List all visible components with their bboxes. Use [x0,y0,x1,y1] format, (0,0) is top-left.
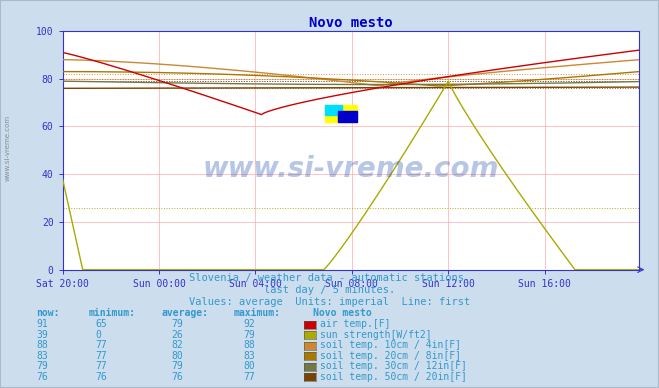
Text: now:: now: [36,308,60,318]
Text: 79: 79 [171,319,183,329]
Text: 76: 76 [171,372,183,382]
Text: 77: 77 [96,340,107,350]
Text: 80: 80 [244,361,256,371]
Text: 88: 88 [36,340,48,350]
Text: 26: 26 [171,330,183,340]
Text: 77: 77 [96,361,107,371]
Title: Novo mesto: Novo mesto [309,16,393,30]
Text: 88: 88 [244,340,256,350]
Text: soil temp. 30cm / 12in[F]: soil temp. 30cm / 12in[F] [320,361,467,371]
Text: www.si-vreme.com: www.si-vreme.com [5,114,11,180]
Text: 92: 92 [244,319,256,329]
Text: 76: 76 [36,372,48,382]
Text: www.si-vreme.com: www.si-vreme.com [203,156,499,184]
Text: 76: 76 [96,372,107,382]
Bar [325,105,357,122]
Text: Novo mesto: Novo mesto [313,308,372,318]
Text: air temp.[F]: air temp.[F] [320,319,390,329]
Text: 83: 83 [244,351,256,361]
Text: 83: 83 [36,351,48,361]
Text: 65: 65 [96,319,107,329]
Text: minimum:: minimum: [89,308,136,318]
Text: 91: 91 [36,319,48,329]
Text: 80: 80 [171,351,183,361]
Text: 82: 82 [171,340,183,350]
Text: Slovenia / weather data - automatic stations.: Slovenia / weather data - automatic stat… [189,273,470,283]
Text: average:: average: [161,308,208,318]
Text: Values: average  Units: imperial  Line: first: Values: average Units: imperial Line: fi… [189,296,470,307]
Text: last day / 5 minutes.: last day / 5 minutes. [264,285,395,295]
Text: 77: 77 [244,372,256,382]
Text: 0: 0 [96,330,101,340]
Text: 79: 79 [36,361,48,371]
Text: 39: 39 [36,330,48,340]
Text: maximum:: maximum: [234,308,281,318]
Text: soil temp. 50cm / 20in[F]: soil temp. 50cm / 20in[F] [320,372,467,382]
Text: soil temp. 20cm / 8in[F]: soil temp. 20cm / 8in[F] [320,351,461,361]
Text: 79: 79 [244,330,256,340]
Text: soil temp. 10cm / 4in[F]: soil temp. 10cm / 4in[F] [320,340,461,350]
Text: sun strength[W/ft2]: sun strength[W/ft2] [320,330,431,340]
Text: 79: 79 [171,361,183,371]
Text: 77: 77 [96,351,107,361]
Bar [337,111,357,122]
Bar [325,105,343,115]
